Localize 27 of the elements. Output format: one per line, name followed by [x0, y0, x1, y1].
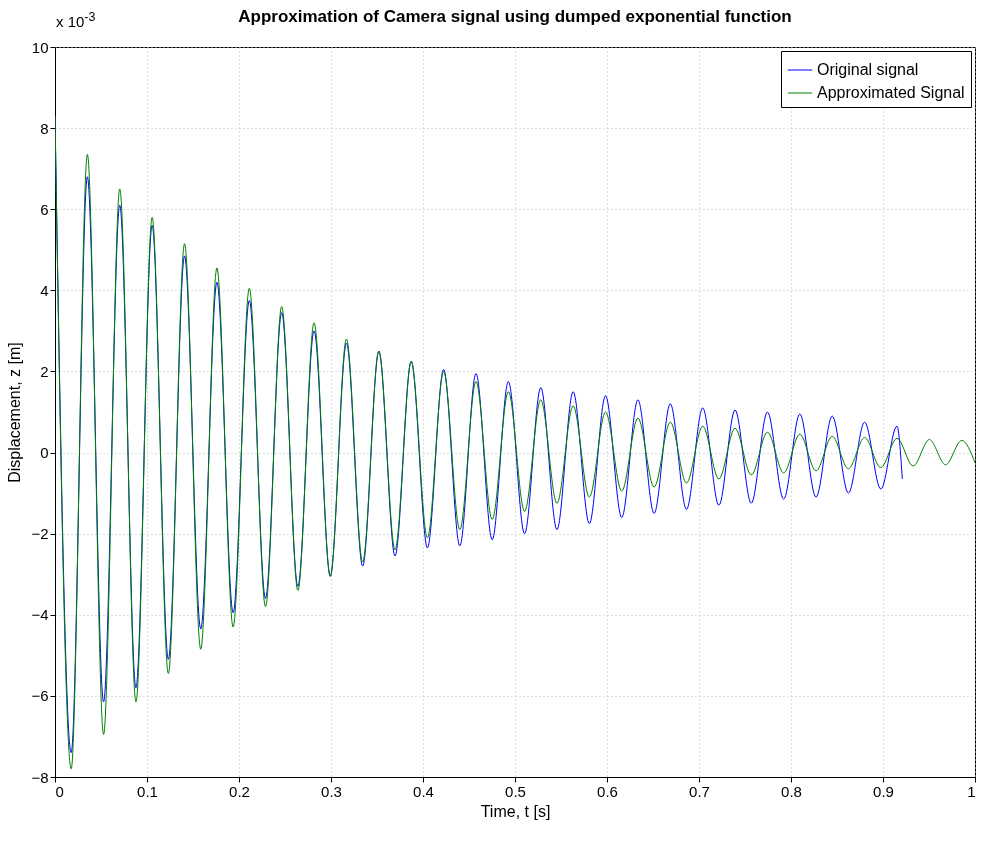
text: x 10$^{-3}$: [56, 10, 96, 30]
y-tick-label: −8: [31, 768, 49, 786]
y-tick-label: 10: [31, 38, 49, 56]
legend-label: Approximated Signal: [817, 84, 965, 101]
x-tick-label: 0.5: [505, 782, 526, 800]
x-tick-label: 0: [55, 782, 64, 800]
y-tick-label: 0: [40, 444, 49, 462]
y-tick-label: 6: [40, 200, 49, 218]
x-tick-label: 0.8: [781, 782, 802, 800]
y-tick-label: 2: [40, 362, 49, 380]
x-tick-label: 0.1: [137, 782, 158, 800]
x-tick-label: 0.7: [689, 782, 710, 800]
x-tick-label: 0.9: [873, 782, 894, 800]
x-tick-label: 0.2: [229, 782, 250, 800]
x-tick-label: 0.6: [597, 782, 618, 800]
x-tick-label: 1: [967, 782, 976, 800]
y-tick-label: 8: [40, 119, 49, 137]
x-tick-label: 0.3: [321, 782, 342, 800]
y-tick-label: −4: [31, 606, 49, 624]
x-tick-label: 0.4: [413, 782, 434, 800]
y-tick-label: −6: [31, 687, 49, 705]
chart-title: Approximation of Camera signal using dumped exponential function: [238, 7, 792, 26]
y-tick-label: 4: [40, 281, 49, 299]
y-tick-label: −2: [31, 525, 49, 543]
y-axis-title: Displacement, z [m]: [6, 342, 24, 483]
x-axis-title: Time, t [s]: [480, 802, 551, 820]
legend-label: Original signal: [817, 61, 919, 78]
